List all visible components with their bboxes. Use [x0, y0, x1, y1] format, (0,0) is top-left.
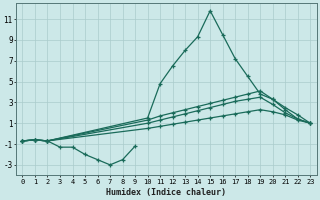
X-axis label: Humidex (Indice chaleur): Humidex (Indice chaleur) [106, 188, 226, 197]
